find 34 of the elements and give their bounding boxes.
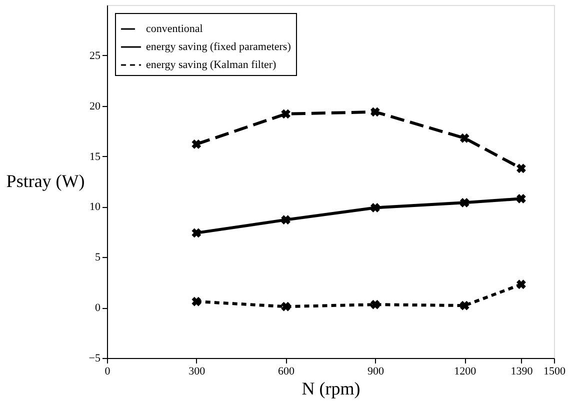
point <box>281 109 290 119</box>
y-tick-label: 25 <box>90 50 101 62</box>
point <box>516 194 526 204</box>
x-tick-label: 1500 <box>544 366 566 378</box>
point <box>370 203 380 212</box>
point <box>516 280 526 290</box>
y-tick-label: −5 <box>88 352 101 364</box>
point <box>370 107 380 117</box>
x-tick-label: 600 <box>278 366 296 378</box>
y-tick-label: 0 <box>95 302 101 314</box>
point <box>192 139 202 149</box>
point <box>192 228 202 238</box>
y-tick-label: 5 <box>95 252 101 264</box>
point <box>516 164 526 174</box>
x-tick-label: 1390 <box>510 366 534 378</box>
point <box>281 302 290 312</box>
point <box>460 198 470 208</box>
y-tick-label: 10 <box>90 201 101 214</box>
y-axis-title: Pstray (W) <box>6 171 85 191</box>
point <box>281 215 290 225</box>
x-tick-label: 900 <box>367 366 384 378</box>
x-tick-label: 0 <box>104 366 111 378</box>
x-tick-label: 300 <box>188 366 206 378</box>
legend-label: conventional <box>146 23 203 35</box>
point <box>460 133 470 143</box>
point <box>370 300 380 310</box>
y-tick-label: 20 <box>90 100 101 112</box>
x-axis-title: N (rpm) <box>302 378 360 398</box>
point <box>192 296 202 306</box>
x-tick-label: 1200 <box>454 366 477 378</box>
point <box>460 300 470 310</box>
y-tick-label: 15 <box>90 150 101 163</box>
legend-label: energy saving (fixed parameters) <box>146 41 292 53</box>
legend-label: energy saving (Kalman filter) <box>146 59 277 71</box>
